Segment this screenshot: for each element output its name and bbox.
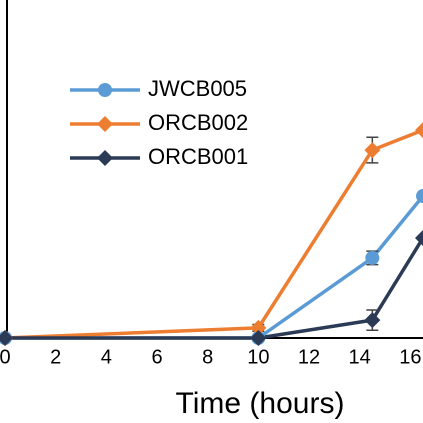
x-tick-label: 0 bbox=[0, 346, 11, 368]
series-line bbox=[5, 237, 423, 340]
x-tick-label: 4 bbox=[101, 346, 112, 368]
marker bbox=[365, 250, 380, 265]
x-axis-title: Time (hours) bbox=[176, 387, 345, 420]
legend-marker bbox=[98, 83, 112, 97]
legend-marker bbox=[97, 150, 113, 166]
marker bbox=[0, 330, 13, 346]
marker bbox=[250, 319, 267, 336]
legend-label: JWCB005 bbox=[148, 76, 247, 101]
x-tick-label: 14 bbox=[349, 346, 371, 368]
marker bbox=[364, 312, 381, 329]
series-line bbox=[4, 128, 423, 340]
x-tick-label: 12 bbox=[298, 346, 320, 368]
marker bbox=[364, 142, 381, 159]
marker bbox=[250, 330, 267, 346]
legend-label: ORCB002 bbox=[148, 110, 248, 135]
marker bbox=[415, 229, 423, 246]
x-tick-label: 16 bbox=[399, 346, 421, 368]
x-tick-label: 8 bbox=[202, 346, 213, 368]
x-tick-label: 2 bbox=[50, 346, 61, 368]
legend-marker bbox=[97, 116, 113, 132]
marker bbox=[415, 122, 423, 139]
marker bbox=[416, 189, 423, 204]
x-tick-label: 6 bbox=[151, 346, 162, 368]
x-tick-label: 10 bbox=[247, 346, 269, 368]
legend-label: ORCB001 bbox=[148, 144, 248, 169]
series-line bbox=[5, 194, 423, 340]
